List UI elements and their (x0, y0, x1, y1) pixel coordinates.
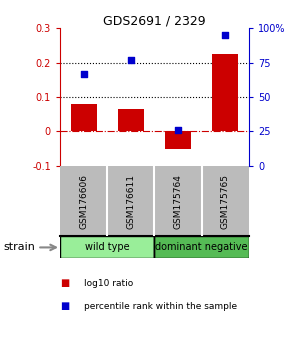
Text: wild type: wild type (85, 242, 130, 252)
Text: GSM176611: GSM176611 (126, 173, 135, 229)
Point (223, 32, 228, 38)
Text: ■: ■ (60, 301, 69, 311)
Point (176, 127, 181, 133)
Bar (212, 54, 238, 131)
Bar (154, 236, 249, 258)
Bar (70, 104, 97, 131)
Text: dominant negative: dominant negative (155, 242, 248, 252)
Text: GSM175764: GSM175764 (174, 174, 183, 229)
Text: GSM175765: GSM175765 (221, 173, 230, 229)
Text: GSM176606: GSM176606 (79, 173, 88, 229)
Text: percentile rank within the sample: percentile rank within the sample (84, 302, 237, 311)
Title: GDS2691 / 2329: GDS2691 / 2329 (103, 14, 206, 27)
Text: log10 ratio: log10 ratio (84, 279, 133, 288)
Text: strain: strain (3, 242, 35, 252)
Point (128, 57, 133, 63)
Bar (60, 236, 154, 258)
Point (81, 71, 86, 76)
Bar (118, 109, 144, 131)
Bar (165, 131, 191, 149)
Text: ■: ■ (60, 278, 69, 288)
